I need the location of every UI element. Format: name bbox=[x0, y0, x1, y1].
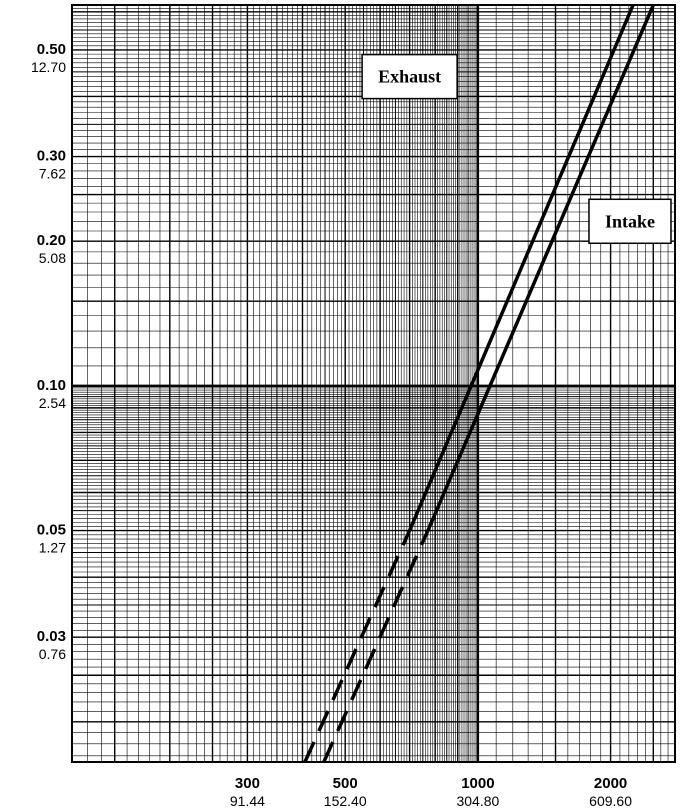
x-tick-label: 500 bbox=[333, 775, 358, 792]
y-tick-sublabel: 2.54 bbox=[39, 395, 66, 411]
y-tick-sublabel: 0.76 bbox=[39, 646, 66, 662]
y-tick-label: 0.10 bbox=[37, 377, 66, 394]
y-tick-sublabel: 5.08 bbox=[39, 250, 66, 266]
intake-label: Intake bbox=[605, 211, 655, 231]
intake-line-dashed bbox=[322, 529, 430, 762]
y-tick-sublabel: 7.62 bbox=[39, 166, 66, 182]
x-tick-sublabel: 152.40 bbox=[324, 793, 367, 809]
x-tick-label: 1000 bbox=[461, 775, 494, 792]
chart-grid bbox=[71, 4, 676, 763]
x-tick-sublabel: 304.80 bbox=[456, 793, 499, 809]
intake-line-solid bbox=[426, 5, 655, 532]
y-tick-label: 0.05 bbox=[37, 522, 66, 539]
exhaust-label: Exhaust bbox=[378, 67, 441, 87]
exhaust-line-dashed bbox=[303, 529, 412, 762]
x-tick-sublabel: 91.44 bbox=[230, 793, 265, 809]
y-tick-label: 0.30 bbox=[37, 148, 66, 165]
y-tick-label: 0.50 bbox=[37, 41, 66, 58]
x-tick-sublabel: 609.60 bbox=[589, 793, 632, 809]
exhaust-label-box: Exhaust bbox=[361, 53, 458, 100]
series-layer bbox=[303, 5, 655, 762]
exhaust-line-solid bbox=[407, 5, 635, 532]
y-tick-label: 0.20 bbox=[37, 232, 66, 249]
x-tick-label: 2000 bbox=[594, 775, 627, 792]
exhaust-series bbox=[303, 5, 635, 762]
y-tick-sublabel: 12.70 bbox=[31, 59, 66, 75]
x-tick-label: 300 bbox=[235, 775, 260, 792]
annotations: Exhaust Intake bbox=[361, 53, 672, 245]
y-tick-sublabel: 1.27 bbox=[39, 540, 66, 556]
intake-series bbox=[322, 5, 655, 762]
y-tick-label: 0.03 bbox=[37, 628, 66, 645]
intake-label-box: Intake bbox=[588, 198, 672, 245]
